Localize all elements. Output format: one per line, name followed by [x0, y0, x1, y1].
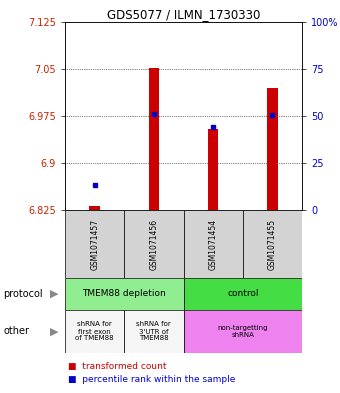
Bar: [65, 310, 124, 353]
Text: shRNA for
3'UTR of
TMEM88: shRNA for 3'UTR of TMEM88: [136, 321, 171, 342]
Text: other: other: [3, 327, 29, 336]
Text: shRNA for
first exon
of TMEM88: shRNA for first exon of TMEM88: [75, 321, 114, 342]
Bar: [208, 129, 219, 210]
Text: protocol: protocol: [3, 289, 43, 299]
Bar: [184, 278, 302, 310]
Text: ▶: ▶: [50, 289, 58, 299]
Bar: [184, 210, 243, 278]
Text: TMEM88 depletion: TMEM88 depletion: [82, 290, 166, 299]
Bar: [149, 68, 159, 210]
Text: GSM1071457: GSM1071457: [90, 219, 99, 270]
Text: GSM1071454: GSM1071454: [209, 219, 218, 270]
Text: ■  percentile rank within the sample: ■ percentile rank within the sample: [68, 375, 236, 384]
Bar: [124, 210, 184, 278]
Bar: [124, 310, 184, 353]
Bar: [65, 210, 124, 278]
Text: GSM1071455: GSM1071455: [268, 219, 277, 270]
Bar: [65, 278, 184, 310]
Title: GDS5077 / ILMN_1730330: GDS5077 / ILMN_1730330: [107, 8, 260, 21]
Bar: [89, 206, 100, 210]
Bar: [184, 310, 302, 353]
Text: control: control: [227, 290, 258, 299]
Text: GSM1071456: GSM1071456: [149, 219, 158, 270]
Bar: [267, 88, 278, 210]
Text: ▶: ▶: [50, 327, 58, 336]
Text: non-targetting
shRNA: non-targetting shRNA: [218, 325, 268, 338]
Text: ■  transformed count: ■ transformed count: [68, 362, 167, 371]
Bar: [243, 210, 302, 278]
